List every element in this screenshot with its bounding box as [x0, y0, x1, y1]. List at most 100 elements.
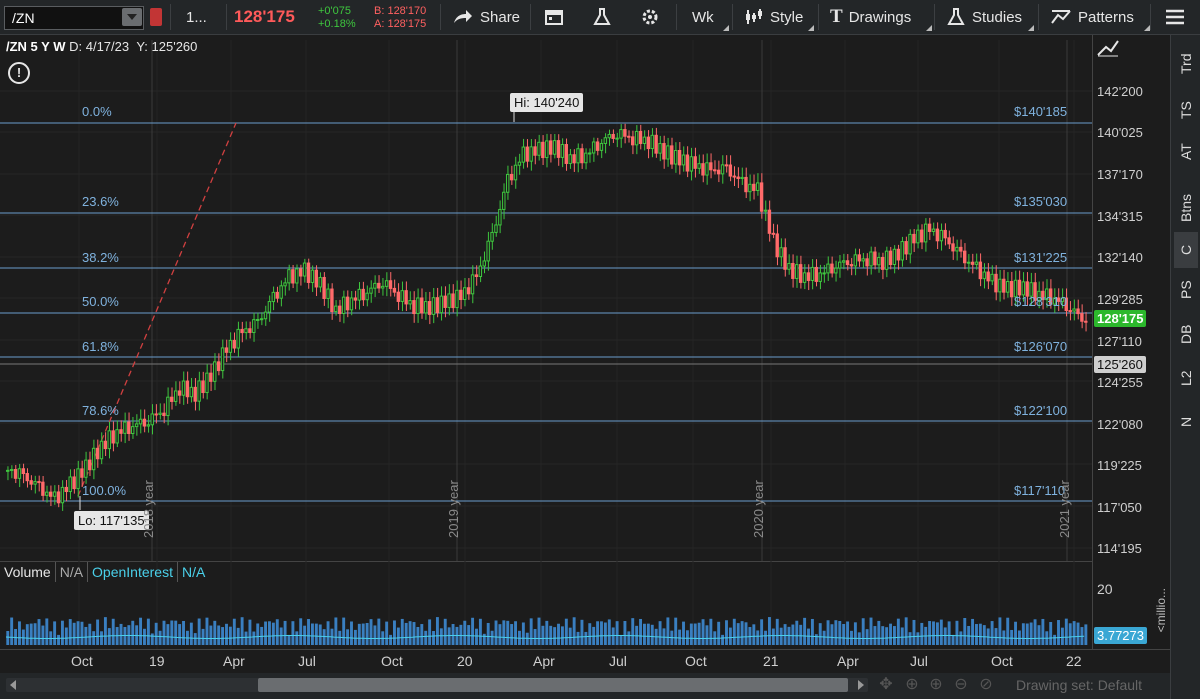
fib-level-price: $140'185: [1014, 104, 1068, 119]
candle-body: [920, 229, 924, 243]
candle-body: [88, 459, 92, 471]
crosshair-icon[interactable]: ⊕: [905, 676, 919, 693]
price-axis-label: 134'315: [1097, 209, 1143, 224]
link-color-tag[interactable]: [150, 8, 162, 26]
candle-body: [767, 209, 772, 234]
volume-bar: [650, 624, 654, 645]
share-button[interactable]: Share: [452, 0, 520, 34]
volume-bar: [295, 631, 299, 645]
volume-bar: [1084, 624, 1088, 645]
side-tab-at[interactable]: AT: [1178, 143, 1194, 161]
volume-label[interactable]: Volume: [0, 562, 56, 582]
side-tab-n[interactable]: N: [1178, 416, 1194, 428]
zoom-out-icon[interactable]: ⊖: [954, 676, 968, 693]
side-tab-ps[interactable]: PS: [1178, 280, 1194, 300]
scroll-left-arrow[interactable]: [10, 680, 16, 690]
scrollbar-thumb[interactable]: [258, 678, 848, 692]
candle-body: [201, 380, 205, 394]
studies-button[interactable]: Studies: [946, 0, 1022, 34]
open-interest-label[interactable]: OpenInterest: [88, 562, 178, 582]
candle-body: [439, 295, 443, 314]
zoom-reset-icon[interactable]: ⊘: [979, 676, 993, 693]
flask-button[interactable]: [592, 0, 612, 34]
candle-body: [25, 473, 29, 482]
price-axis[interactable]: [1092, 35, 1171, 561]
side-tab-l2[interactable]: L2: [1178, 370, 1194, 386]
side-tab-db[interactable]: DB: [1178, 324, 1194, 344]
volume-bar: [170, 620, 174, 645]
patterns-button[interactable]: Patterns: [1050, 0, 1134, 34]
volume-bar: [779, 627, 783, 645]
candle-body: [361, 288, 365, 301]
volume-bar: [767, 617, 771, 645]
volume-bar: [1029, 622, 1033, 645]
trend-line: [77, 122, 237, 497]
style-button[interactable]: Style: [744, 0, 803, 34]
volume-legend: Volume N/A OpenInterest N/A: [0, 562, 209, 582]
fib-level-price: $128'310: [1014, 294, 1068, 309]
volume-bar: [846, 621, 850, 645]
candle-body: [935, 228, 940, 242]
volume-bar: [178, 624, 182, 645]
volume-bar: [1037, 625, 1041, 645]
alert-icon[interactable]: !: [8, 62, 30, 84]
settings-button[interactable]: [640, 0, 660, 34]
candle-body: [1068, 310, 1072, 313]
calendar-button[interactable]: [544, 0, 564, 34]
candle-body: [45, 491, 49, 496]
expand-icon[interactable]: ✥: [879, 676, 893, 693]
zoom-in-icon[interactable]: ⊕: [929, 676, 943, 693]
volume-bar: [291, 621, 295, 645]
candle-body: [1076, 308, 1080, 315]
volume-bar: [268, 621, 271, 645]
drawings-button[interactable]: T Drawings: [830, 0, 911, 34]
time-axis[interactable]: [0, 649, 1170, 674]
volume-bar: [100, 631, 103, 645]
volume-bar: [76, 621, 80, 645]
candle-body: [193, 386, 197, 402]
volume-bar: [994, 628, 998, 645]
volume-last-tag: 3.77273: [1094, 627, 1147, 644]
side-tab-c[interactable]: C: [1174, 232, 1198, 268]
volume-bar: [826, 620, 830, 645]
candle-body: [396, 291, 401, 302]
scroll-right-arrow[interactable]: [858, 680, 864, 690]
fib-level-pct: 78.6%: [82, 403, 119, 418]
drawing-set-label[interactable]: Drawing set: Default: [1016, 677, 1143, 693]
chart-style-icon[interactable]: [1096, 37, 1120, 57]
time-axis-label: 19: [149, 653, 165, 669]
candle-body: [1002, 278, 1006, 293]
volume-bar: [64, 627, 68, 645]
side-tab-trd[interactable]: Trd: [1178, 53, 1194, 75]
candle-body: [646, 136, 651, 150]
volume-bar: [322, 629, 326, 645]
candle-body: [435, 297, 440, 314]
symbol-input[interactable]: /ZN: [4, 6, 144, 30]
candle-body: [880, 256, 885, 270]
side-tab-ts[interactable]: TS: [1178, 101, 1194, 119]
candle-body: [509, 173, 514, 181]
side-tab-btns[interactable]: Btns: [1178, 194, 1194, 223]
volume-bar: [916, 632, 920, 645]
candle-body: [142, 418, 147, 427]
volume-bar: [463, 620, 467, 645]
symbol-dropdown-button[interactable]: [122, 8, 142, 26]
candle-body: [103, 440, 108, 450]
candle-body: [595, 141, 600, 151]
period-button[interactable]: 1...: [186, 8, 207, 26]
candle-body: [130, 426, 135, 435]
candle-body: [427, 301, 432, 315]
candle-body: [306, 262, 311, 283]
volume-bar: [783, 624, 787, 645]
volume-bar: [443, 618, 447, 645]
volume-bar: [244, 631, 248, 645]
volume-bar: [471, 617, 475, 645]
menu-button[interactable]: [1164, 0, 1186, 34]
style-label: Style: [770, 8, 804, 26]
candle-body: [513, 164, 518, 181]
open-interest-value: N/A: [181, 564, 206, 580]
candle-body: [826, 263, 830, 274]
volume-bar: [29, 623, 33, 645]
candle-body: [900, 241, 904, 261]
aggregation-button[interactable]: Wk: [692, 8, 714, 26]
